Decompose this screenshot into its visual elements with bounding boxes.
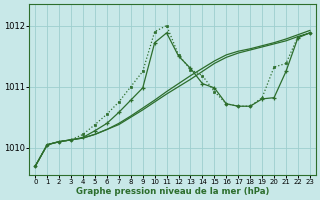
X-axis label: Graphe pression niveau de la mer (hPa): Graphe pression niveau de la mer (hPa) [76,187,269,196]
